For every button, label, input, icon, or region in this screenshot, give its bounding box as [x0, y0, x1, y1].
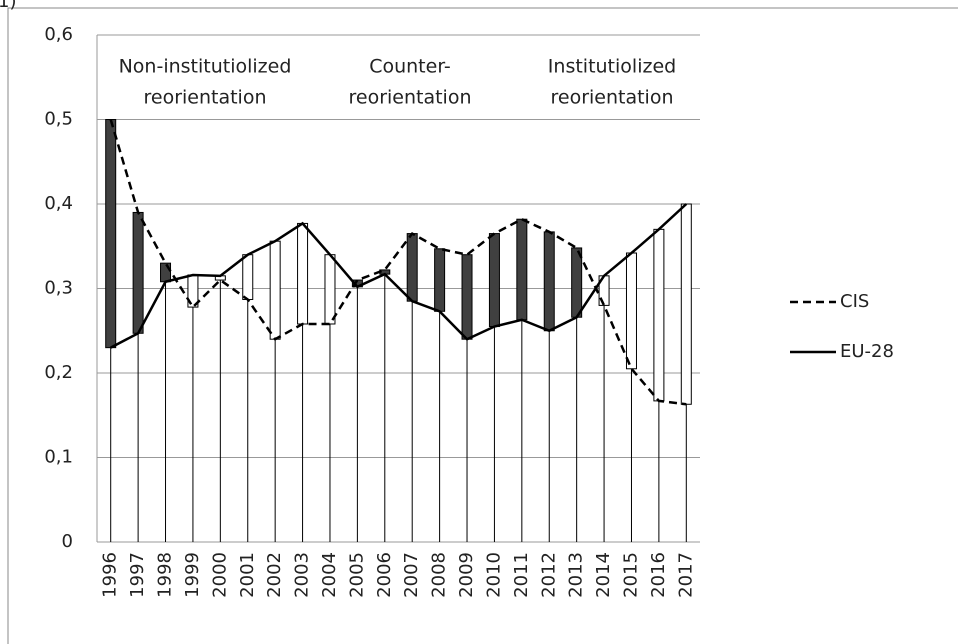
y-tick-label: 0,3 — [44, 278, 73, 299]
x-tick-label: 2014 — [593, 552, 614, 598]
high-low-bar — [242, 254, 254, 300]
annotation: Institutiolized — [548, 56, 676, 78]
high-low-bar — [105, 119, 117, 349]
x-tick-label: 2005 — [346, 552, 367, 598]
high-low-bar — [297, 222, 309, 325]
high-low-bar — [543, 231, 555, 332]
x-tick-label: 1998 — [155, 552, 176, 598]
high-low-bar — [324, 254, 336, 325]
annotation: reorientation — [143, 87, 266, 109]
x-tick-label: 1999 — [182, 552, 203, 598]
y-tick-label: 0 — [62, 531, 73, 552]
x-tick-label: 2003 — [292, 552, 313, 598]
x-tick-label: 2006 — [374, 552, 395, 598]
x-tick-label: 2001 — [237, 552, 258, 598]
annotation: Non-institutiolized — [119, 56, 292, 78]
y-tick-label: 0,5 — [44, 109, 73, 130]
high-low-bar — [680, 203, 692, 405]
x-tick-label: 2017 — [675, 552, 696, 598]
high-low-bar — [653, 228, 665, 402]
high-low-bar — [488, 233, 500, 328]
high-low-bar — [516, 218, 528, 321]
x-tick-label: 2011 — [511, 552, 532, 598]
x-tick-label: 2008 — [429, 552, 450, 598]
x-tick-label: 2010 — [483, 552, 504, 598]
x-tick-label: 2013 — [566, 552, 587, 598]
series-line — [110, 203, 688, 349]
high-low-bar — [571, 247, 583, 318]
x-tick-label: 1997 — [127, 552, 148, 598]
high-low-bar — [160, 262, 172, 283]
annotation: reorientation — [550, 87, 673, 109]
legend-label: CIS — [840, 291, 869, 312]
x-tick-label: 2009 — [456, 552, 477, 598]
x-tick-label: 1996 — [100, 552, 121, 598]
series-line — [109, 119, 687, 406]
high-low-bar — [269, 240, 281, 340]
x-tick-label: 2015 — [620, 552, 641, 598]
high-low-bar — [406, 233, 418, 302]
panel-label: 1) — [0, 0, 16, 12]
high-low-bar — [461, 254, 473, 340]
high-low-bar — [625, 252, 637, 370]
x-tick-label: 2002 — [264, 552, 285, 598]
x-tick-label: 2012 — [538, 552, 559, 598]
high-low-bar — [132, 211, 144, 334]
x-tick-label: 2000 — [209, 552, 230, 598]
annotation: Counter- — [369, 56, 451, 78]
annotation: reorientation — [348, 87, 471, 109]
x-tick-label: 2004 — [319, 552, 340, 598]
y-tick-label: 0,2 — [44, 362, 73, 383]
y-tick-label: 0,4 — [44, 193, 73, 214]
y-tick-label: 0,1 — [44, 447, 73, 468]
frame — [7, 7, 958, 644]
x-tick-label: 2007 — [401, 552, 422, 598]
y-tick-label: 0,6 — [44, 24, 73, 45]
high-low-bar — [434, 248, 446, 312]
legend-label: EU-28 — [840, 341, 894, 362]
x-tick-label: 2016 — [648, 552, 669, 598]
